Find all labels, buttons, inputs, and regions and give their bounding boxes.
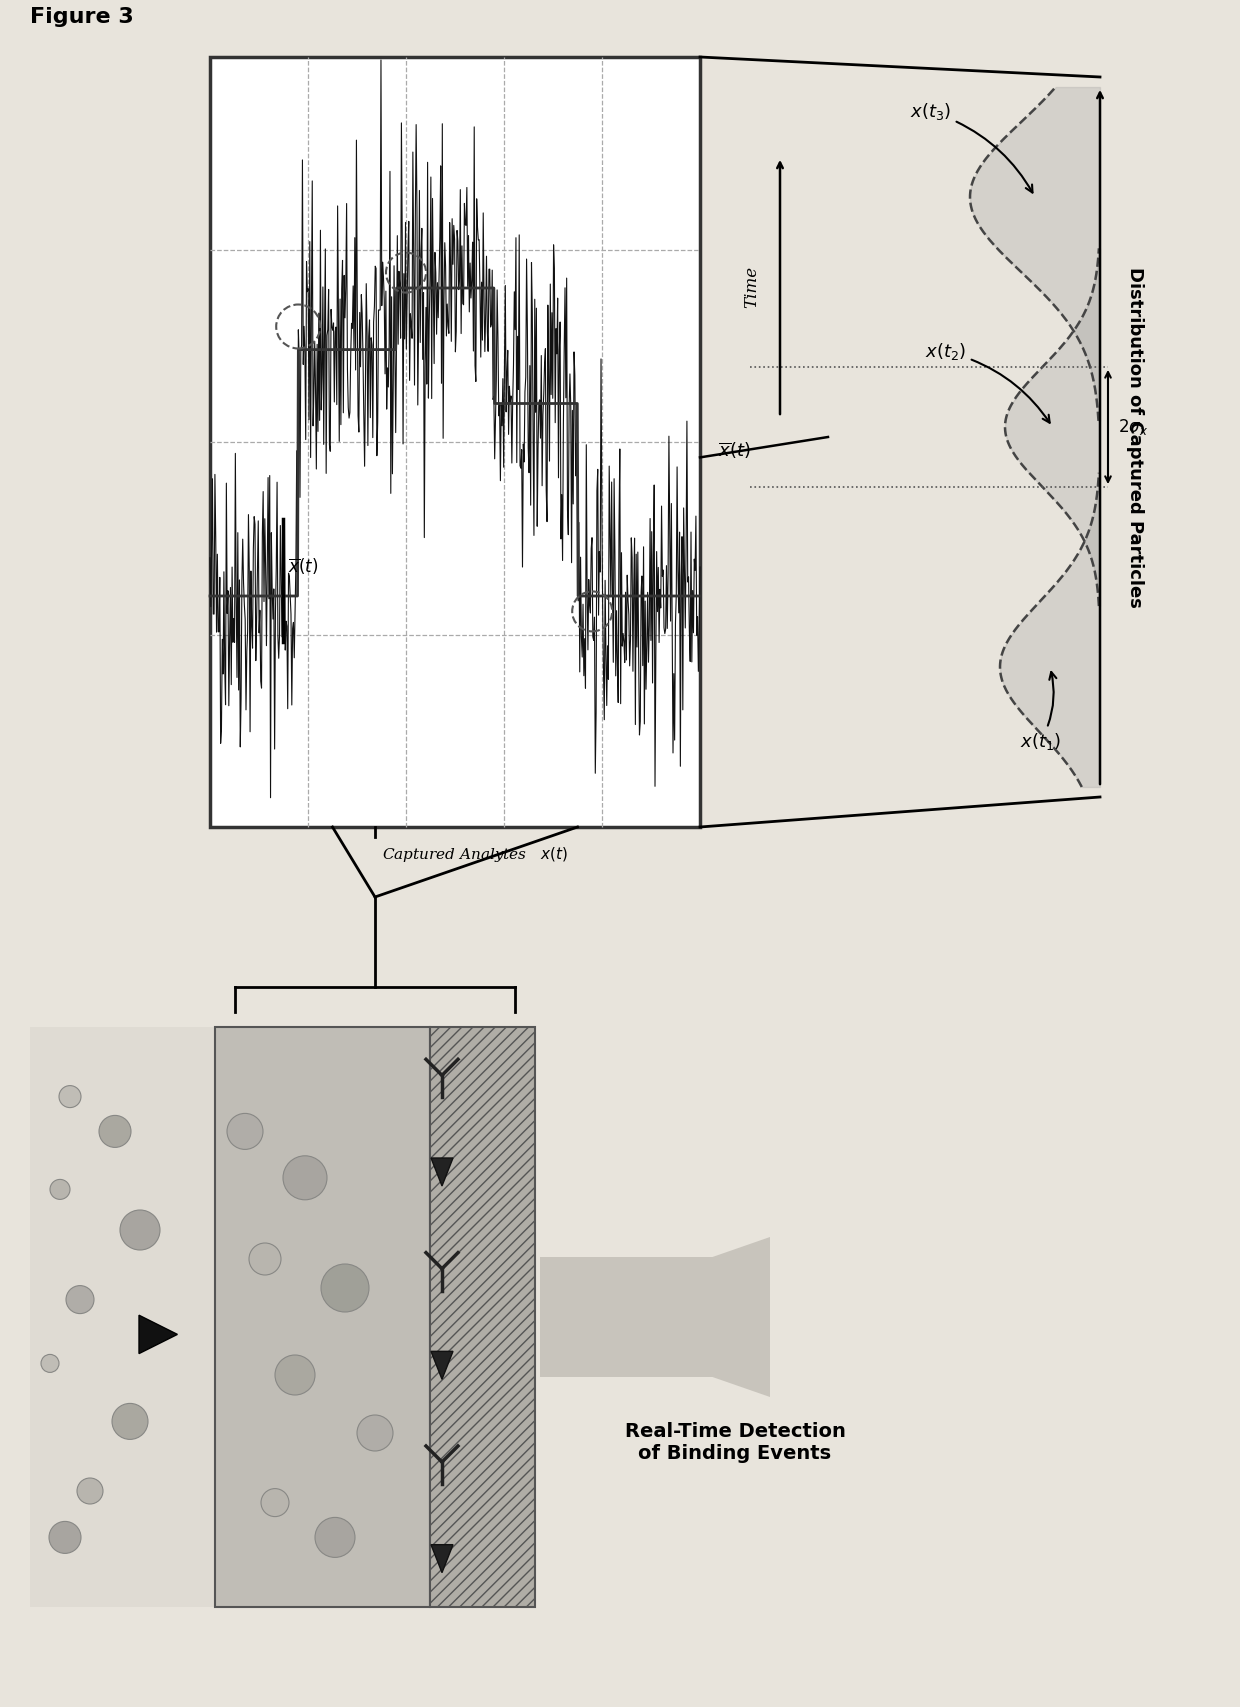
- Polygon shape: [432, 1352, 453, 1379]
- Text: $x(t_3)$: $x(t_3)$: [910, 101, 1033, 193]
- Circle shape: [99, 1115, 131, 1147]
- Circle shape: [357, 1415, 393, 1451]
- Circle shape: [77, 1478, 103, 1504]
- Circle shape: [60, 1086, 81, 1108]
- Text: $2\sigma_x$: $2\sigma_x$: [1118, 417, 1148, 437]
- Polygon shape: [432, 1545, 453, 1572]
- Circle shape: [283, 1156, 327, 1200]
- Circle shape: [50, 1180, 69, 1200]
- Circle shape: [227, 1113, 263, 1149]
- Circle shape: [120, 1210, 160, 1250]
- Circle shape: [50, 1521, 81, 1553]
- Text: Captured Analytes   $x(t)$: Captured Analytes $x(t)$: [382, 845, 568, 864]
- Polygon shape: [539, 1238, 770, 1396]
- Circle shape: [275, 1355, 315, 1395]
- Polygon shape: [139, 1314, 177, 1354]
- Bar: [539, 1256, 770, 1378]
- Text: $\overline{x}(t)$: $\overline{x}(t)$: [288, 556, 319, 577]
- Text: Figure 3: Figure 3: [30, 7, 134, 27]
- Circle shape: [260, 1489, 289, 1516]
- Text: $x(t_1)$: $x(t_1)$: [1021, 673, 1061, 753]
- Bar: [215, 1028, 430, 1606]
- Circle shape: [41, 1354, 60, 1372]
- Text: Real-Time Detection
of Binding Events: Real-Time Detection of Binding Events: [625, 1422, 846, 1463]
- Text: Distribution of Captured Particles: Distribution of Captured Particles: [1126, 266, 1145, 608]
- Text: $\overline{x}(t)$: $\overline{x}(t)$: [718, 440, 750, 461]
- Circle shape: [321, 1263, 370, 1313]
- Text: Time: Time: [743, 266, 760, 307]
- Circle shape: [66, 1285, 94, 1314]
- Circle shape: [112, 1403, 148, 1439]
- Circle shape: [315, 1518, 355, 1557]
- Circle shape: [249, 1243, 281, 1275]
- Polygon shape: [432, 1157, 453, 1186]
- Bar: [210, 56, 701, 826]
- Bar: [430, 1028, 534, 1606]
- Bar: [30, 1028, 215, 1606]
- Text: $x(t_2)$: $x(t_2)$: [925, 341, 1050, 423]
